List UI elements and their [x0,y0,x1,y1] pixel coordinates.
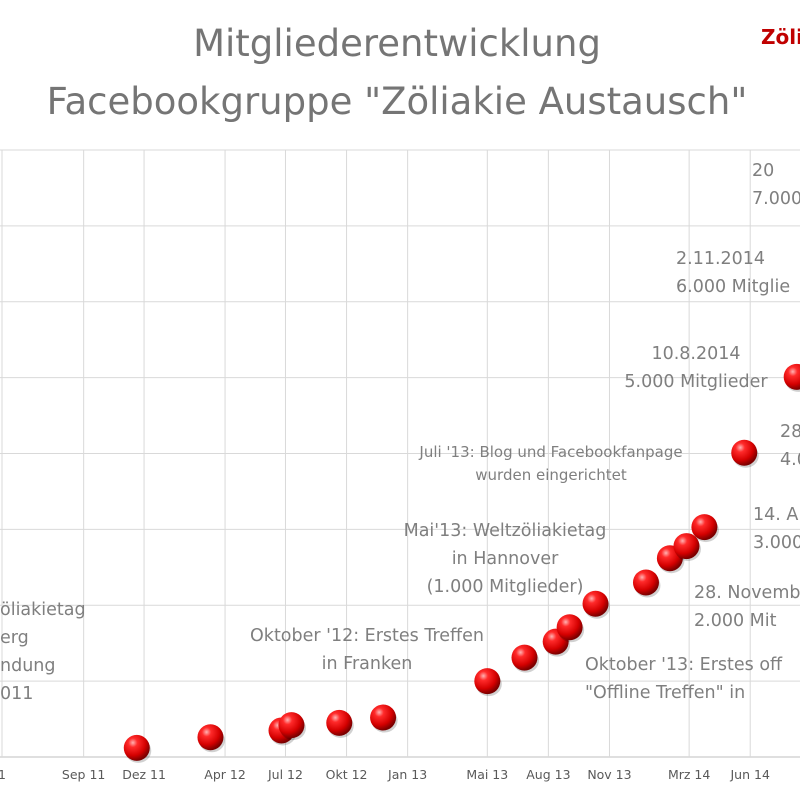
data-point [673,533,700,560]
data-point [691,514,718,541]
annotation: 284.0 [780,422,800,470]
x-tick-label: Apr 12 [204,767,246,782]
data-point [632,569,659,596]
annotation: Oktober '13: Erstes off "Offline Treffen"… [585,655,783,703]
annotation: Oktober '12: Erstes Treffen in Franken [250,626,484,674]
x-tick-label: Dez 11 [122,767,166,782]
data-point [123,734,150,761]
x-axis-ticks: 1 Sep 11 Dez 11 Apr 12 Jul 12 Okt 12 Jan 13 Mai… [0,767,770,782]
annotation: 2.11.2014 6.000 Mitglie [676,249,790,297]
x-tick-label: 1 [0,767,6,782]
chart-title: Mitgliederentwicklung Facebookgruppe "Zö… [47,22,748,123]
data-point [278,712,305,739]
data-point [370,704,397,731]
data-point [731,439,758,466]
annotation: Mai'13: Weltzöliakietag in Hannover (1.000… [404,521,607,597]
data-point [326,709,353,736]
x-tick-label: Mai 13 [466,767,508,782]
x-tick-label: Nov 13 [587,767,631,782]
chart-title-line-2: Facebookgruppe "Zöliakie Austausch" [47,80,748,123]
annotation: 14. A 3.000 [753,505,800,553]
data-point [197,724,224,751]
data-point [556,614,583,641]
x-tick-label: Aug 13 [526,767,570,782]
annotation: Juli '13: Blog und Facebookfanpage wurden… [418,443,682,484]
x-tick-label: Sep 11 [62,767,105,782]
x-tick-label: Jul 12 [267,767,303,782]
gridlines [0,149,800,758]
chart-title-line-1: Mitgliederentwicklung [193,22,601,65]
data-point [582,590,609,617]
annotation: öliakietag erg ndung 011 [0,600,86,704]
data-point [474,668,501,695]
data-point [783,363,800,390]
annotations: öliakietag erg ndung 011 Oktober '12: Erstes… [0,161,800,704]
x-tick-label: Mrz 14 [668,767,710,782]
annotation: 10.8.2014 5.000 Mitglieder [624,344,768,392]
x-tick-label: Jun 14 [729,767,769,782]
annotation: 28. Novemb 2.000 Mit [694,583,800,631]
x-tick-label: Jan 13 [387,767,427,782]
annotation: 20 7.000 [752,161,800,209]
x-tick-label: Okt 12 [326,767,368,782]
data-points [123,363,800,763]
data-point [511,644,538,671]
brand-label: Zöli [761,25,800,49]
